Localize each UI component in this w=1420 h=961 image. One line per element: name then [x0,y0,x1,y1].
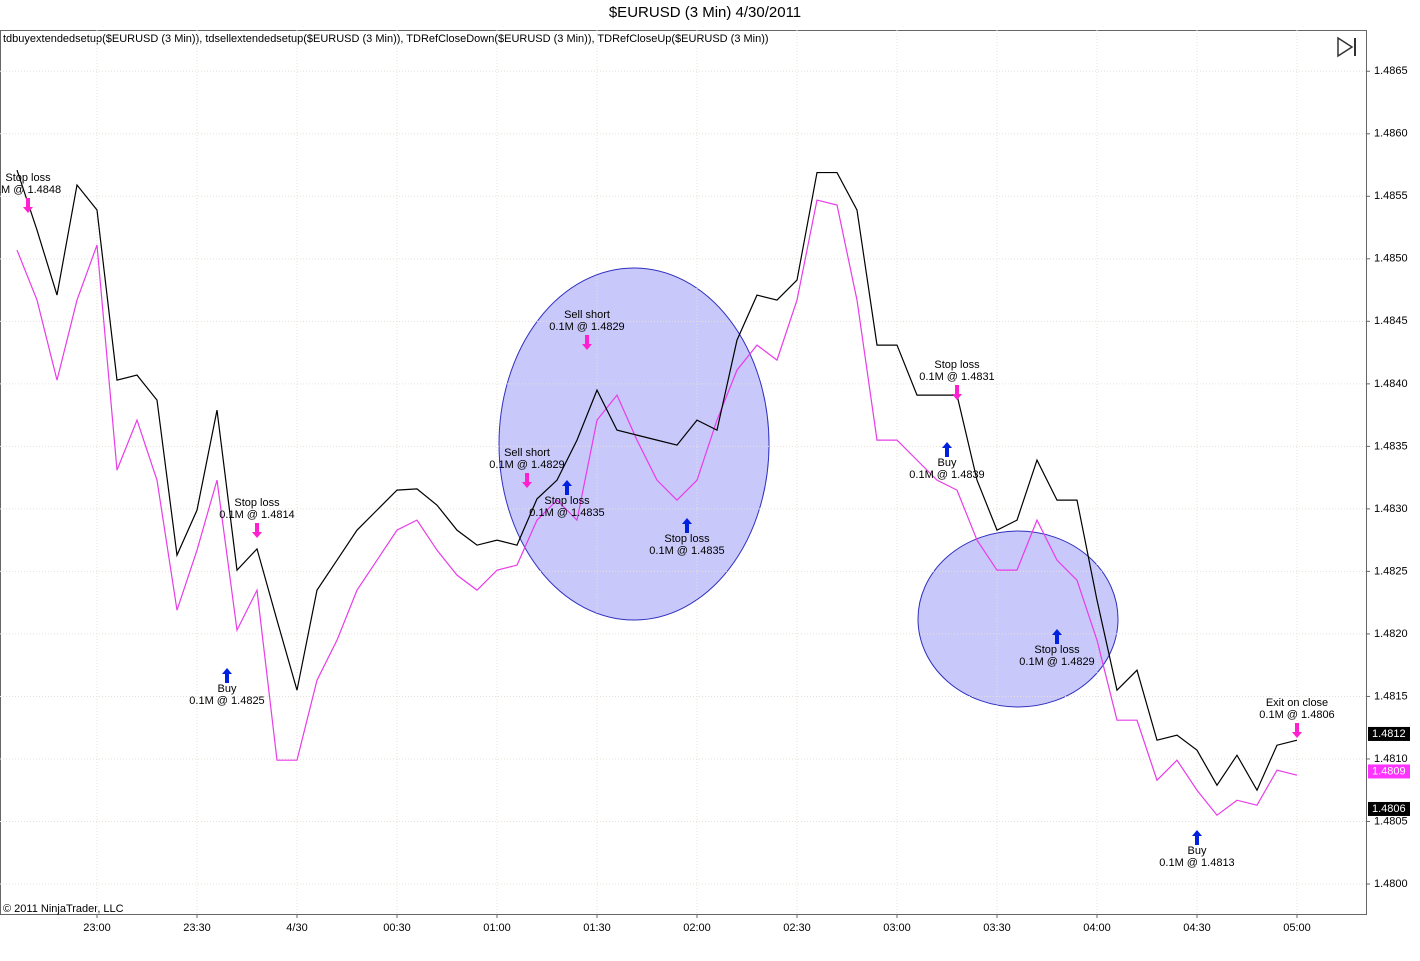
x-tick-label: 03:30 [983,922,1011,934]
trade-label: Buy [1188,845,1207,857]
trade-arrow [1192,830,1202,845]
trade-arrow [522,473,532,488]
trade-arrow [1292,723,1302,738]
play-icon [1337,36,1354,58]
highlight-ellipse [917,530,1119,708]
y-tick-label: 1.4815 [1374,690,1408,702]
x-tick-label: 02:00 [683,922,711,934]
x-tick-label: 00:30 [383,922,411,934]
trade-arrow [582,335,592,350]
x-tick-label: 01:00 [483,922,511,934]
scroll-end-button[interactable] [1334,36,1358,58]
x-tick-label: 04:30 [1183,922,1211,934]
price-tag [1368,764,1410,779]
trade-detail: 0.1M @ 1.4829 [549,321,624,333]
y-tick-label: 1.4805 [1374,815,1408,827]
y-tick-label: 1.4800 [1374,878,1408,890]
trade-label: Stop loss [544,495,590,507]
chart-title: $EURUSD (3 Min) 4/30/2011 [609,4,801,21]
trade-detail: 0.1M @ 1.4829 [489,459,564,471]
trade-detail: 0.1M @ 1.4806 [1259,709,1334,721]
price-line [16,169,1298,792]
x-tick-label: 03:00 [883,922,911,934]
trade-label: Stop loss [664,533,710,545]
trade-detail: 0.1M @ 1.4831 [919,371,994,383]
indicator-list: tdbuyextendedsetup($EURUSD (3 Min)), tds… [3,33,769,45]
trade-label: Stop loss [5,172,51,184]
copyright: © 2011 NinjaTrader, LLC [3,903,124,915]
y-tick-label: 1.4825 [1374,565,1408,577]
trade-arrow [222,668,232,683]
button-area[interactable] [1334,36,1358,58]
price-tag-label: 1.4806 [1372,803,1406,815]
y-tick-label: 1.4810 [1374,753,1408,765]
price-tag [1368,726,1410,741]
trade-detail: 1M @ 1.4848 [0,184,61,196]
trade-arrow [1052,629,1062,644]
y-tick-label: 1.4840 [1374,378,1408,390]
price-tag-label: 1.4812 [1372,728,1406,740]
trade-label: Buy [218,683,237,695]
x-tick-label: 01:30 [583,922,611,934]
y-tick-label: 1.4820 [1374,628,1408,640]
trade-label: Stop loss [234,497,280,509]
price-line [16,199,1298,817]
trade-label: Sell short [504,447,550,459]
trade-label: Stop loss [934,359,980,371]
trade-label: Exit on close [1266,697,1328,709]
trade-label: Buy [938,457,957,469]
price-tag [1368,801,1410,816]
y-tick-label: 1.4850 [1374,253,1408,265]
trade-detail: 0.1M @ 1.4813 [1159,857,1234,869]
trade-label: Stop loss [1034,644,1080,656]
y-tick-label: 1.4835 [1374,440,1408,452]
x-tick-label: 05:00 [1283,922,1311,934]
trade-detail: 0.1M @ 1.4839 [909,469,984,481]
y-tick-label: 1.4845 [1374,315,1408,327]
y-tick-label: 1.4830 [1374,503,1408,515]
y-tick-label: 1.4865 [1374,65,1408,77]
highlight-ellipse [498,267,770,621]
trade-detail: 0.1M @ 1.4835 [529,507,604,519]
x-tick-label: 4/30 [286,922,307,934]
trade-arrow [252,523,262,538]
x-tick-label: 23:00 [83,922,111,934]
price-tag-label: 1.4809 [1372,765,1406,777]
x-tick-label: 02:30 [783,922,811,934]
trade-detail: 0.1M @ 1.4835 [649,545,724,557]
trade-arrow [942,442,952,457]
trade-detail: 0.1M @ 1.4829 [1019,656,1094,668]
x-tick-label: 23:30 [183,922,211,934]
trade-detail: 0.1M @ 1.4825 [189,695,264,707]
trade-arrow [682,518,692,533]
plot-frame [0,30,1367,915]
y-tick-label: 1.4855 [1374,190,1408,202]
trade-arrow [23,198,33,213]
x-tick-label: 04:00 [1083,922,1111,934]
trade-arrow [952,385,962,400]
y-tick-label: 1.4860 [1374,128,1408,140]
trade-label: Sell short [564,309,610,321]
trade-arrow [562,480,572,495]
trade-detail: 0.1M @ 1.4814 [219,509,294,521]
